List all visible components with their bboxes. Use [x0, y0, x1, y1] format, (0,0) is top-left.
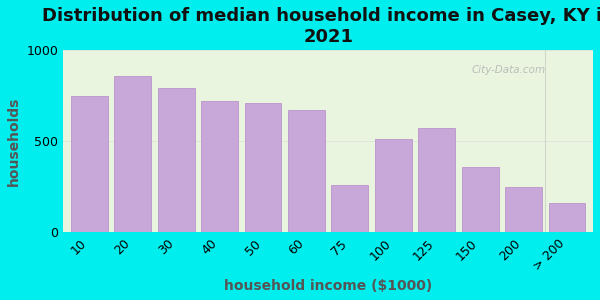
- Bar: [158, 88, 194, 232]
- Bar: [331, 185, 368, 232]
- Bar: [114, 76, 151, 232]
- Y-axis label: households: households: [7, 97, 21, 186]
- Bar: [548, 203, 586, 232]
- X-axis label: household income ($1000): household income ($1000): [224, 279, 432, 293]
- Bar: [288, 110, 325, 232]
- Bar: [245, 103, 281, 232]
- Bar: [505, 187, 542, 232]
- Bar: [418, 128, 455, 232]
- Title: Distribution of median household income in Casey, KY in
2021: Distribution of median household income …: [42, 7, 600, 46]
- Bar: [461, 167, 499, 232]
- Bar: [201, 101, 238, 232]
- Text: City-Data.com: City-Data.com: [471, 65, 545, 75]
- Bar: [71, 96, 108, 232]
- Bar: [375, 140, 412, 232]
